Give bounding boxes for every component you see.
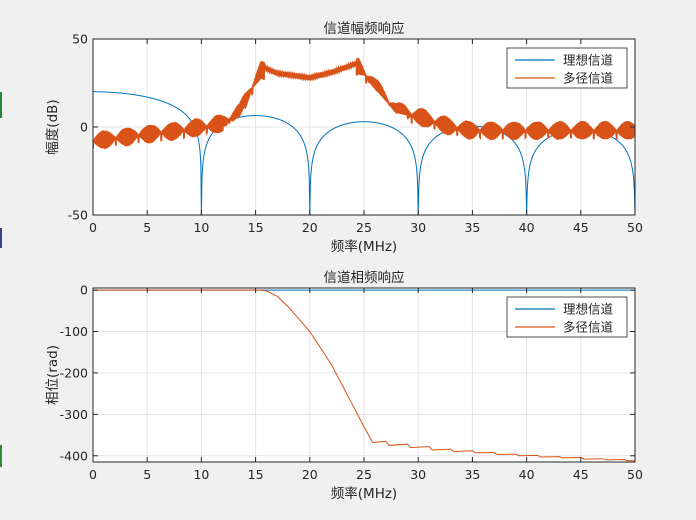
series-line-ideal xyxy=(93,91,635,215)
y-tick-label: 50 xyxy=(72,32,88,47)
legend-label: 多径信道 xyxy=(563,320,614,335)
y-tick-label: -100 xyxy=(60,324,88,339)
y-tick-label: -200 xyxy=(60,365,88,380)
y-tick-label: -50 xyxy=(68,208,88,223)
x-tick-label: 10 xyxy=(193,220,209,235)
chart-title: 信道幅频响应 xyxy=(324,20,405,37)
legend-box xyxy=(506,296,628,338)
y-tick-label: -400 xyxy=(60,448,88,463)
x-tick-label: 50 xyxy=(627,220,643,235)
x-tick-label: 30 xyxy=(410,467,426,482)
x-tick-label: 25 xyxy=(356,220,372,235)
series-line-multipath xyxy=(93,289,635,462)
x-tick-label: 40 xyxy=(519,220,535,235)
x-tick-label: 30 xyxy=(410,220,426,235)
x-tick-label: 10 xyxy=(193,467,209,482)
legend-label: 多径信道 xyxy=(563,71,614,86)
chart-title: 信道相频响应 xyxy=(324,269,405,286)
legend-box xyxy=(506,47,628,89)
x-tick-label: 25 xyxy=(356,467,372,482)
window-edge-mark xyxy=(0,445,2,467)
x-tick-label: 50 xyxy=(627,467,643,482)
series-line-multipath xyxy=(93,57,635,150)
x-tick-label: 35 xyxy=(464,467,480,482)
x-tick-label: 20 xyxy=(302,220,318,235)
x-tick-label: 45 xyxy=(573,220,589,235)
y-axis-label: 幅度(dB) xyxy=(45,99,61,154)
x-tick-label: 45 xyxy=(573,467,589,482)
window-edge-mark xyxy=(0,92,2,118)
x-axis-label: 频率(MHz) xyxy=(331,238,397,255)
x-tick-label: 0 xyxy=(89,220,97,235)
y-axis-label: 相位(rad) xyxy=(45,345,61,405)
x-tick-label: 35 xyxy=(464,220,480,235)
x-tick-label: 20 xyxy=(302,467,318,482)
x-tick-label: 15 xyxy=(248,467,264,482)
x-axis-label: 频率(MHz) xyxy=(331,485,397,502)
x-tick-label: 15 xyxy=(248,220,264,235)
legend-label: 理想信道 xyxy=(563,302,614,317)
legend-label: 理想信道 xyxy=(563,53,614,68)
y-tick-label: -300 xyxy=(60,407,88,422)
x-tick-label: 0 xyxy=(89,467,97,482)
y-tick-label: 0 xyxy=(80,283,88,298)
window-edge-mark xyxy=(0,228,2,248)
x-tick-label: 5 xyxy=(143,467,151,482)
y-tick-label: 0 xyxy=(80,120,88,135)
x-tick-label: 40 xyxy=(519,467,535,482)
x-tick-label: 5 xyxy=(143,220,151,235)
